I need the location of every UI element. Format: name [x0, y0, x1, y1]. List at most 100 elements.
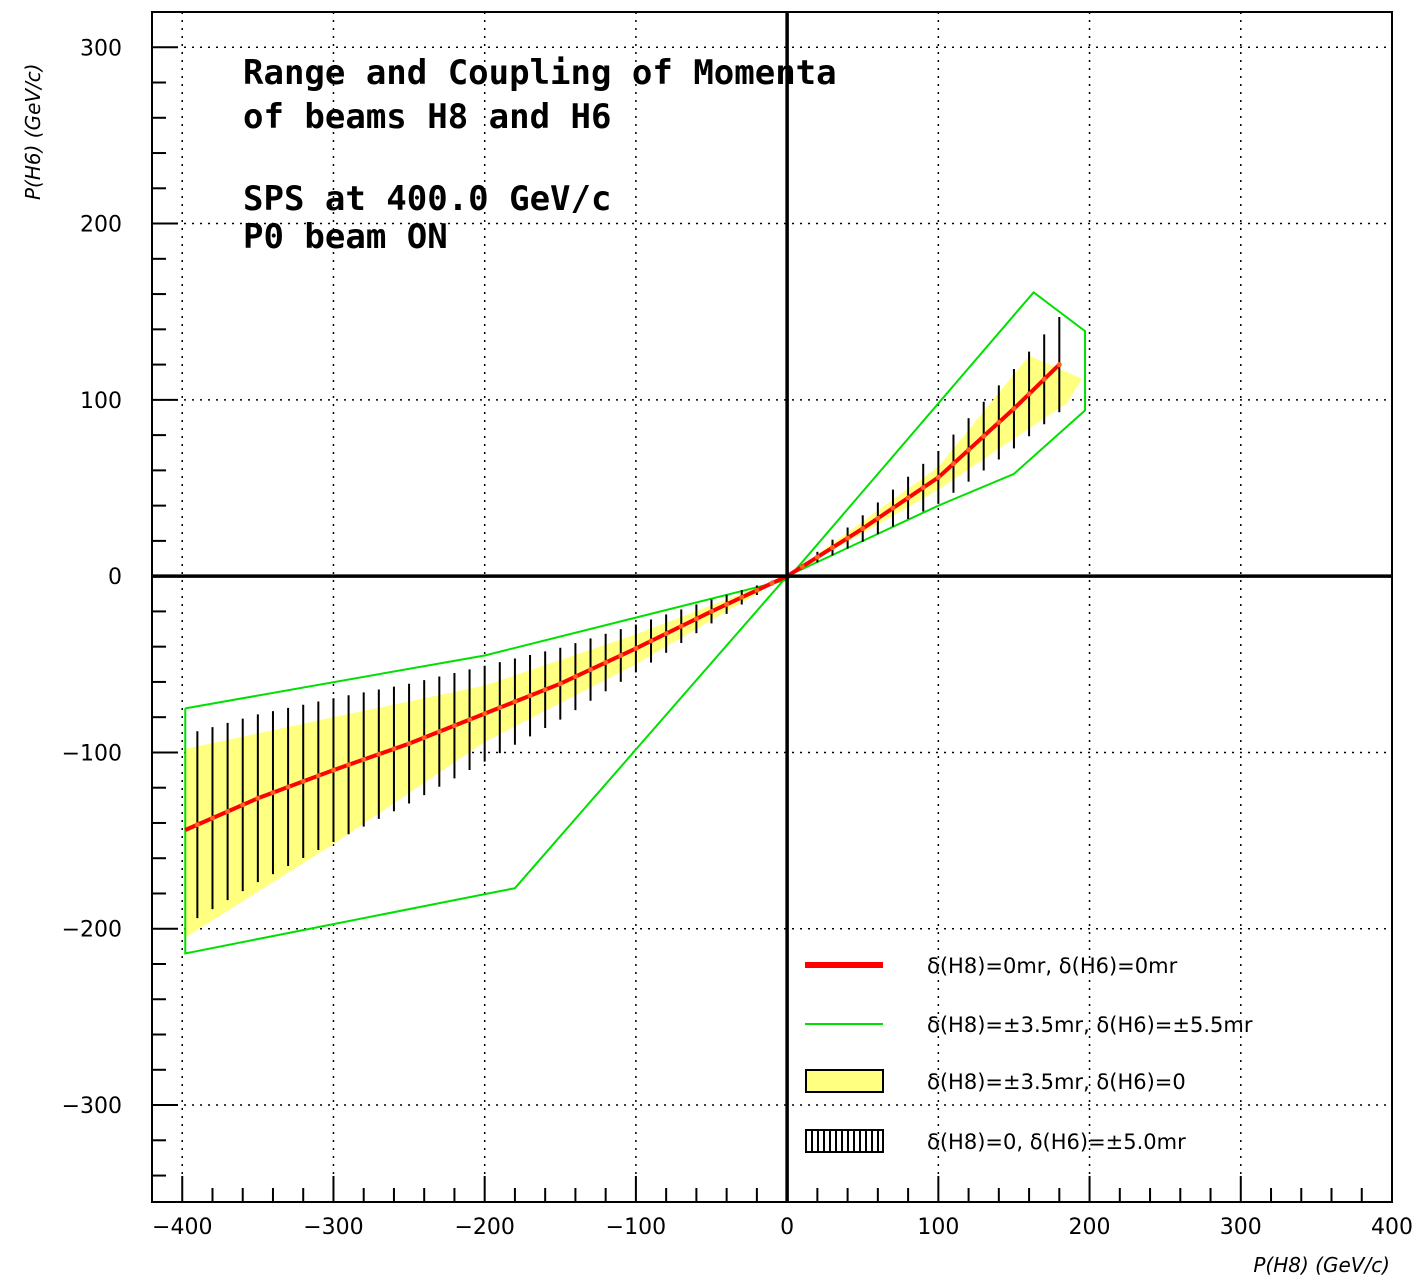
central-marker — [300, 778, 306, 784]
central-marker — [1026, 391, 1032, 397]
central-marker — [436, 729, 442, 735]
legend-label-envelope: δ(H8)=±3.5mr, δ(H6)=±5.5mr — [927, 1013, 1253, 1037]
central-marker — [361, 756, 367, 762]
central-marker — [996, 419, 1002, 425]
chart-title: Range and Coupling of Momenta of beams H… — [243, 53, 837, 257]
central-marker — [572, 674, 578, 680]
central-line-layer — [184, 362, 1062, 832]
central-marker — [225, 809, 231, 815]
central-marker — [618, 652, 624, 658]
central-marker — [482, 711, 488, 717]
yellow-band — [185, 355, 1082, 938]
central-marker — [557, 681, 563, 687]
central-marker — [633, 645, 639, 651]
y-tick-label: 0 — [108, 565, 122, 590]
central-marker — [678, 623, 684, 629]
central-marker — [1056, 362, 1062, 368]
central-marker — [406, 741, 412, 747]
central-marker — [588, 667, 594, 673]
central-marker — [1011, 406, 1017, 412]
green-envelope — [184, 290, 1087, 955]
title-line-1: Range and Coupling of Momenta — [243, 53, 837, 93]
central-marker — [814, 554, 820, 560]
y-tick-label: 100 — [80, 389, 122, 414]
central-marker — [255, 795, 261, 801]
central-marker — [920, 485, 926, 491]
legend: δ(H8)=0mr, δ(H6)=0mr δ(H8)=±3.5mr, δ(H6)… — [805, 954, 1253, 1154]
central-marker — [799, 564, 805, 570]
central-marker — [270, 790, 276, 796]
y-tick-label: 200 — [80, 213, 122, 238]
x-tick-label: 400 — [1371, 1215, 1413, 1240]
x-tick-label: 100 — [917, 1215, 959, 1240]
legend-label-central: δ(H8)=0mr, δ(H6)=0mr — [927, 954, 1178, 978]
central-marker — [648, 638, 654, 644]
x-tick-label: −200 — [454, 1215, 514, 1240]
central-marker — [966, 447, 972, 453]
grid-lines — [152, 12, 1393, 1202]
legend-swatch-errbars — [805, 1129, 884, 1153]
legend-entry-errbars: δ(H8)=0, δ(H6)=±5.0mr — [805, 1129, 1186, 1154]
green-envelope-layer — [184, 290, 1087, 955]
title-line-3: SPS at 400.0 GeV/c — [243, 179, 611, 219]
y-tick-label: 300 — [80, 36, 122, 61]
plot-frame — [151, 11, 1393, 1203]
central-marker — [451, 723, 457, 729]
central-marker — [497, 705, 503, 711]
legend-entry-central: δ(H8)=0mr, δ(H6)=0mr — [805, 954, 1178, 978]
central-marker — [829, 545, 835, 551]
central-marker — [935, 474, 941, 480]
central-marker — [709, 608, 715, 614]
central-marker — [905, 495, 911, 501]
yellow-band-layer — [185, 355, 1082, 938]
central-marker — [603, 660, 609, 666]
x-tick-label: 0 — [780, 1215, 794, 1240]
axis-ticks — [151, 11, 1393, 1202]
y-tick-label: −200 — [62, 918, 122, 943]
central-marker — [950, 461, 956, 467]
legend-label-errbars: δ(H8)=0, δ(H6)=±5.0mr — [927, 1130, 1186, 1154]
x-tick-label: 200 — [1069, 1215, 1111, 1240]
x-axis-label: P(H8) (GeV/c) — [1253, 1253, 1390, 1277]
central-marker — [209, 815, 215, 821]
central-marker — [981, 433, 987, 439]
central-marker — [890, 505, 896, 511]
central-marker — [724, 601, 730, 607]
x-tick-label: 300 — [1220, 1215, 1262, 1240]
tick-labels: −400 −300 −200 −100 0 100 200 300 400 −300 −200 −10… — [62, 36, 1413, 1240]
y-tick-label: −300 — [62, 1094, 122, 1119]
central-marker — [845, 535, 851, 541]
central-marker — [542, 687, 548, 693]
central-marker — [194, 822, 200, 828]
title-line-4: P0 beam ON — [243, 217, 448, 257]
x-tick-label: −300 — [303, 1215, 363, 1240]
central-marker — [663, 631, 669, 637]
central-marker — [769, 580, 775, 586]
central-marker — [285, 784, 291, 790]
legend-hatch-lines — [811, 1130, 879, 1152]
central-marker — [512, 699, 518, 705]
title-line-2: of beams H8 and H6 — [243, 97, 611, 137]
central-marker — [739, 594, 745, 600]
central-marker — [1041, 376, 1047, 382]
central-marker — [754, 587, 760, 593]
central-marker — [376, 751, 382, 757]
central-marker — [315, 773, 321, 779]
central-marker — [467, 717, 473, 723]
legend-entry-band: δ(H8)=±3.5mr, δ(H6)=0 — [805, 1069, 1186, 1094]
y-tick-label: −100 — [62, 741, 122, 766]
central-marker — [391, 746, 397, 752]
central-marker — [693, 616, 699, 622]
central-marker — [421, 735, 427, 741]
central-marker — [330, 767, 336, 773]
zero-axes — [152, 12, 1392, 1202]
legend-entry-envelope: δ(H8)=±3.5mr, δ(H6)=±5.5mr — [805, 1013, 1253, 1037]
central-marker — [346, 762, 352, 768]
central-marker — [240, 802, 246, 808]
legend-label-band: δ(H8)=±3.5mr, δ(H6)=0 — [927, 1070, 1186, 1094]
legend-swatch-band — [805, 1069, 884, 1093]
central-marker — [860, 526, 866, 532]
central-marker — [875, 515, 881, 521]
y-axis-label: P(H6) (GeV/c) — [21, 63, 45, 200]
